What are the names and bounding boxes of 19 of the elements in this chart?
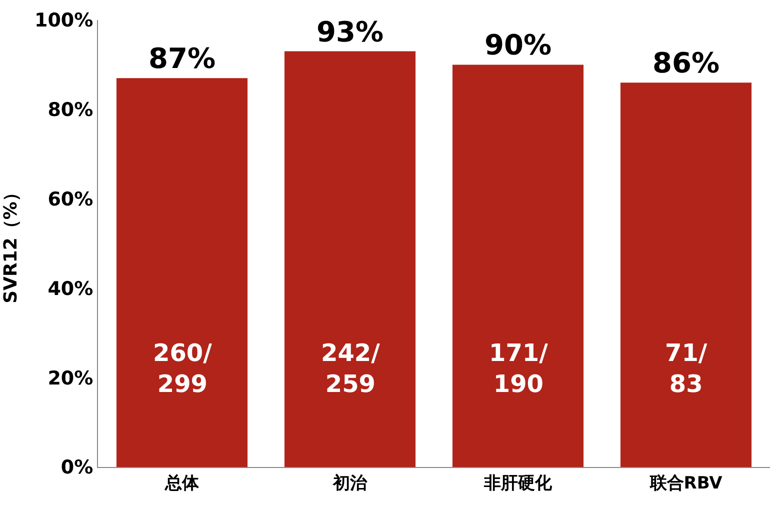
y-tick-label: 40% <box>48 278 94 300</box>
y-tick-label: 80% <box>48 99 94 122</box>
x-tick-label: 初治 <box>332 473 368 494</box>
y-tick-label: 20% <box>48 367 94 390</box>
x-tick-label: 联合RBV <box>648 473 724 494</box>
annotation: 260/ 299 <box>153 339 212 398</box>
annotation: 71/ 83 <box>665 339 708 398</box>
data-label: 93% <box>316 15 384 48</box>
data-label: 90% <box>484 28 552 62</box>
annotation: 242/ 259 <box>321 339 380 398</box>
data-label: 87% <box>148 42 216 76</box>
annotation: 171/ 190 <box>489 339 548 398</box>
x-tick-label: 非肝硬化 <box>483 473 553 494</box>
x-tick-label: 总体 <box>164 473 200 494</box>
y-tick-label: 100% <box>34 10 94 32</box>
data-label: 86% <box>652 46 720 80</box>
y-axis-title: SVR12（%） <box>0 184 22 304</box>
y-tick-label: 0% <box>60 456 94 479</box>
y-tick-label: 60% <box>48 188 94 210</box>
